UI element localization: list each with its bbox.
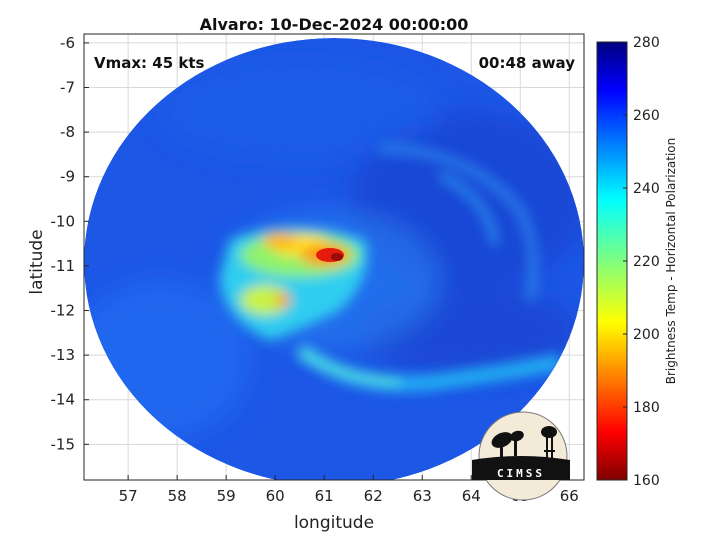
colorbar-ticks: 280 260 240 220 200 180 160 — [623, 35, 660, 489]
colorbar-tick-label: 220 — [633, 254, 660, 270]
y-tick-label: -12 — [51, 302, 76, 320]
cimss-logo: CIMSS — [472, 411, 570, 501]
colorbar-tick-label: 200 — [633, 327, 660, 343]
colorbar: 280 260 240 220 200 180 160 Brightness Temp - … — [596, 35, 678, 489]
rain-band-outer — [295, 143, 562, 392]
x-tick-label: 62 — [364, 487, 383, 505]
chart-title: Alvaro: 10-Dec-2024 00:00:00 — [200, 15, 469, 34]
colorbar-tick-label: 180 — [633, 400, 660, 416]
logo-disc — [478, 411, 568, 501]
colorbar-tick-label: 240 — [633, 181, 660, 197]
colorbar-tick-label: 260 — [633, 108, 660, 124]
y-tick-label: -14 — [51, 391, 76, 409]
y-tick-label: -9 — [60, 168, 75, 186]
y-tick-label: -15 — [51, 435, 76, 453]
vmax-label: Vmax: 45 kts — [94, 54, 204, 72]
swath-layer — [84, 38, 584, 480]
water-tower-icon — [541, 426, 557, 461]
x-tick-label: 58 — [168, 487, 187, 505]
y-tick-label: -6 — [60, 34, 75, 52]
colorbar-tick-label: 280 — [633, 35, 660, 51]
y-axis-title: latitude — [27, 229, 47, 294]
axes-frame — [83, 33, 585, 481]
satellite-dish-icon — [491, 430, 524, 460]
x-tick-label: 63 — [413, 487, 432, 505]
logo-text: CIMSS — [497, 467, 545, 480]
y-tick-label: -10 — [51, 212, 76, 230]
logo-ground — [472, 456, 570, 480]
time-offset-label: 00:48 away — [479, 54, 576, 72]
colorbar-ramp — [596, 41, 628, 481]
storm-peak — [316, 248, 344, 262]
x-axis: 57585960616263646566 — [119, 475, 579, 505]
x-axis-title: longitude — [294, 513, 374, 533]
colorbar-title: Brightness Temp - Horizontal Polarizatio… — [664, 138, 678, 385]
y-tick-label: -8 — [60, 123, 75, 141]
x-tick-label: 60 — [266, 487, 285, 505]
x-tick-label: 57 — [119, 487, 138, 505]
colorbar-tick-label: 160 — [633, 473, 660, 489]
y-axis: -6 -7 -8 -9 -10 -11 -12 -13 -14 -15 — [51, 34, 89, 453]
y-tick-label: -11 — [51, 257, 76, 275]
x-tick-label: 66 — [560, 487, 579, 505]
y-tick-label: -13 — [51, 346, 76, 364]
x-tick-label: 61 — [315, 487, 334, 505]
x-tick-label: 64 — [462, 487, 481, 505]
y-tick-label: -7 — [60, 79, 75, 97]
x-tick-label: 59 — [217, 487, 236, 505]
